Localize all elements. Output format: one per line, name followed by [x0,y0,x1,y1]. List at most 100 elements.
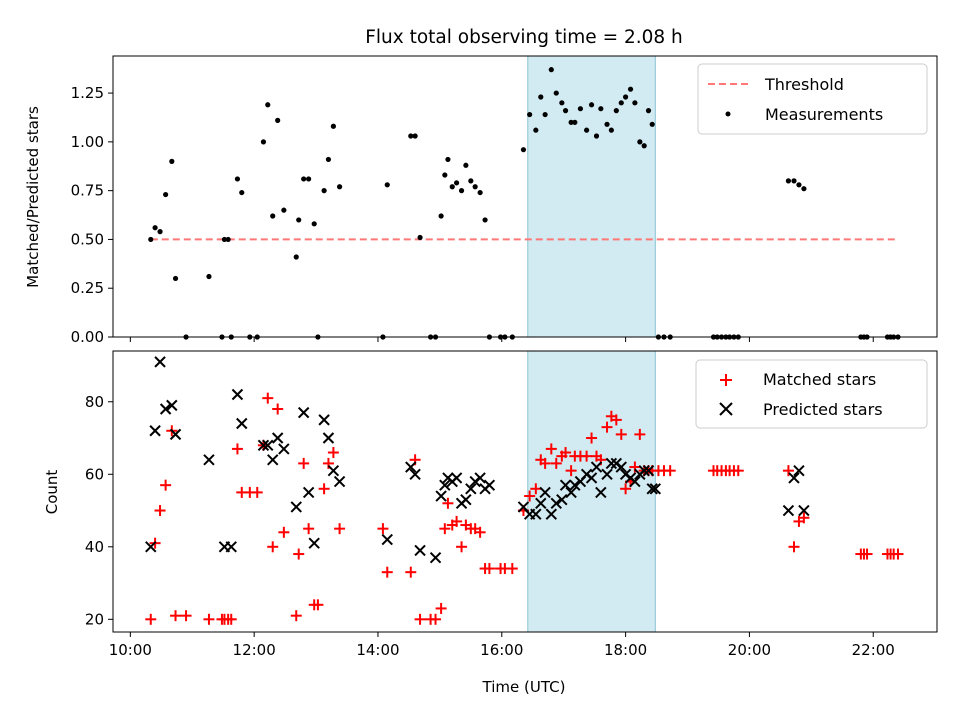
measurement-point [265,102,271,108]
top-panel: Flux total observing time = 2.08 h 0.000… [24,27,938,346]
matched-point [550,457,562,469]
legend-measurements-label: Measurements [765,105,883,124]
measurement-point [260,139,267,145]
predicted-point [483,479,496,491]
matched-point [145,613,157,625]
measurement-point [463,162,469,168]
matched-point [545,443,557,455]
matched-point [601,421,613,433]
measurement-point [281,207,287,213]
xtick-label: 12:00 [233,641,276,659]
measurement-point [785,178,792,184]
predicted-point [601,468,613,480]
top-ytick-label: 0.00 [71,328,104,346]
matched-point [861,548,873,560]
predicted-point [166,399,178,412]
xtick-label: 16:00 [480,641,523,659]
measurement-point [604,121,610,127]
measurement-point [417,234,423,241]
predicted-point [435,490,447,502]
predicted-point [322,432,335,444]
predicted-point [460,493,472,506]
measurement-point [172,275,179,282]
top-axes-frame [112,55,938,338]
measurement-point [384,182,390,188]
predicted-point [405,461,417,473]
measurement-point [649,121,655,127]
matched-point [798,512,810,524]
predicted-point [169,428,182,441]
predicted-point [225,541,237,553]
predicted-point [793,464,805,477]
measurement-point [306,176,312,182]
measurement-point [568,119,574,125]
predicted-point [595,486,607,499]
matched-point [225,613,237,625]
predicted-point [278,443,290,455]
measurement-point [613,108,619,114]
predicted-point [271,432,284,444]
predicted-point [236,417,248,430]
measurement-point [553,90,559,96]
bottom-ytick-label: 20 [85,610,104,628]
measurement-point [572,119,578,125]
predicted-point [414,544,426,557]
measurement-point [533,127,539,133]
measurement-point [468,178,474,184]
matched-point [377,523,389,535]
xtick-label: 14:00 [356,641,399,659]
measurement-point [408,133,414,139]
predicted-point [782,504,795,517]
measurement-point [598,106,604,112]
measurement-point [270,213,276,219]
measurement-point [583,127,590,133]
matched-point [586,432,598,444]
measurement-point [548,67,554,73]
matched-point [610,414,622,426]
xtick-label: 20:00 [728,641,771,659]
predicted-point [545,508,558,520]
matched-point [506,563,518,575]
predicted-point [333,475,346,488]
top-ytick-label: 0.25 [71,279,104,297]
measurement-point [449,184,455,190]
measurement-point [293,254,299,260]
matched-point [530,483,542,495]
bottom-panel: 20 40 60 80 10:00 12:00 14:00 16:00 18:00 20:00 22… [43,350,938,696]
predicted-point [585,472,598,484]
xtick-label: 10:00 [109,641,152,659]
matched-point [298,457,310,469]
measurement-point [221,236,228,243]
predicted-point [231,388,244,401]
measurement-point [163,191,169,198]
predicted-point [646,483,658,495]
legend-predicted-swatch [719,402,733,416]
measurement-point [445,156,451,163]
predicted-point [530,508,542,520]
predicted-point [550,497,562,509]
legend-matched-swatch [720,374,732,386]
bottom-y-axis-label: Count [43,470,61,515]
measurement-point [796,182,802,188]
measurement-point [234,176,241,182]
predicted-point [381,533,393,546]
predicted-point [262,439,274,451]
matched-point [272,403,284,415]
predicted-point [798,504,810,517]
matched-point [560,447,572,459]
predicted-point [439,479,451,491]
predicted-point [474,472,486,484]
measurement-point [275,117,281,123]
xtick-label: 18:00 [604,641,647,659]
bottom-axes-frame [112,350,938,633]
top-legend: Threshold Measurements [697,63,928,135]
predicted-point [327,464,340,477]
measurement-point [169,158,175,164]
top-ytick-label: 0.50 [71,230,104,248]
matched-point [892,548,904,560]
matched-point [312,599,324,611]
bottom-plot-area: 20 40 60 80 10:00 12:00 14:00 16:00 18:00 20:00 22… [85,350,938,659]
xtick-label: 22:00 [852,641,895,659]
matched-point [620,483,632,495]
